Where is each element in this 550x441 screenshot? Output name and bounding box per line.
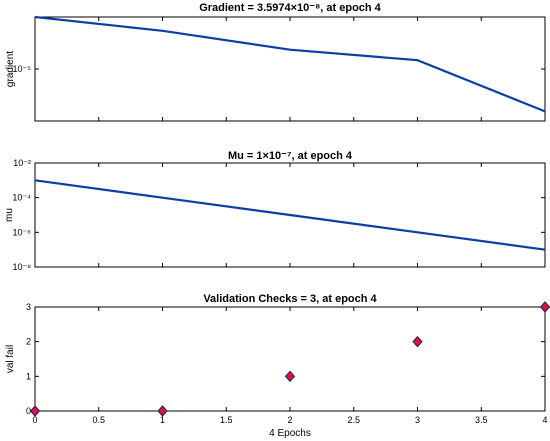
valfail-point [539, 301, 550, 313]
ytick-label: 1 [26, 371, 31, 381]
gradient-ylabel: gradient [5, 51, 16, 87]
xtick-label: 3 [415, 415, 420, 425]
valfail-plot-frame [34, 306, 546, 412]
valfail-point [29, 405, 41, 417]
valfail-tick-layer: 0 1 2 3 0 0.5 1 1.5 2 2.5 3 3.5 4 [26, 302, 548, 425]
xtick-label: 4 [542, 415, 547, 425]
xtick-label: 1 [160, 415, 165, 425]
mu-panel: Mu = 1×10⁻⁷, at epoch 4 10⁻² 10⁻⁴ 10⁻⁶ 10⁻⁸… [4, 150, 546, 272]
valfail-ylabel: val fail [5, 345, 16, 373]
valfail-points [29, 301, 550, 417]
ytick-label: 10⁻⁶ [13, 227, 32, 237]
ytick-label: 10⁻² [13, 158, 31, 168]
mu-tick-layer: 10⁻² 10⁻⁴ 10⁻⁶ 10⁻⁸ [12, 158, 546, 272]
xtick-label: 2 [287, 415, 292, 425]
mu-ylabel: mu [4, 208, 15, 222]
ytick-label: 0 [26, 406, 31, 416]
ytick-label: 3 [26, 302, 31, 312]
gradient-series-line [34, 15, 546, 113]
valfail-title: Validation Checks = 3, at epoch 4 [203, 293, 377, 305]
ytick-label: 10⁻⁴ [12, 193, 31, 203]
valfail-point [157, 405, 168, 417]
epochs-xlabel: 4 Epochs [269, 428, 311, 439]
ytick-label: 2 [26, 337, 31, 347]
ytick-label: 10⁻⁸ [12, 262, 31, 272]
ytick-label: 10⁻⁵ [13, 64, 32, 74]
gradient-title: Gradient = 3.5974×10⁻⁸, at epoch 4 [199, 2, 381, 14]
gradient-tick-layer: 10⁻⁵ [13, 17, 546, 121]
valfail-point [412, 335, 423, 348]
xtick-label: 3.5 [475, 415, 488, 425]
mu-title: Mu = 1×10⁻⁷, at epoch 4 [228, 150, 353, 162]
valfail-point [284, 370, 296, 383]
gradient-plot-frame [34, 16, 546, 122]
mu-series-line [34, 179, 546, 251]
xtick-label: 0.5 [92, 415, 105, 425]
gradient-panel: Gradient = 3.5974×10⁻⁸, at epoch 4 10⁻⁵ … [5, 2, 546, 122]
xtick-label: 0 [32, 415, 37, 425]
xtick-label: 1.5 [220, 415, 233, 425]
xtick-label: 2.5 [347, 415, 360, 425]
